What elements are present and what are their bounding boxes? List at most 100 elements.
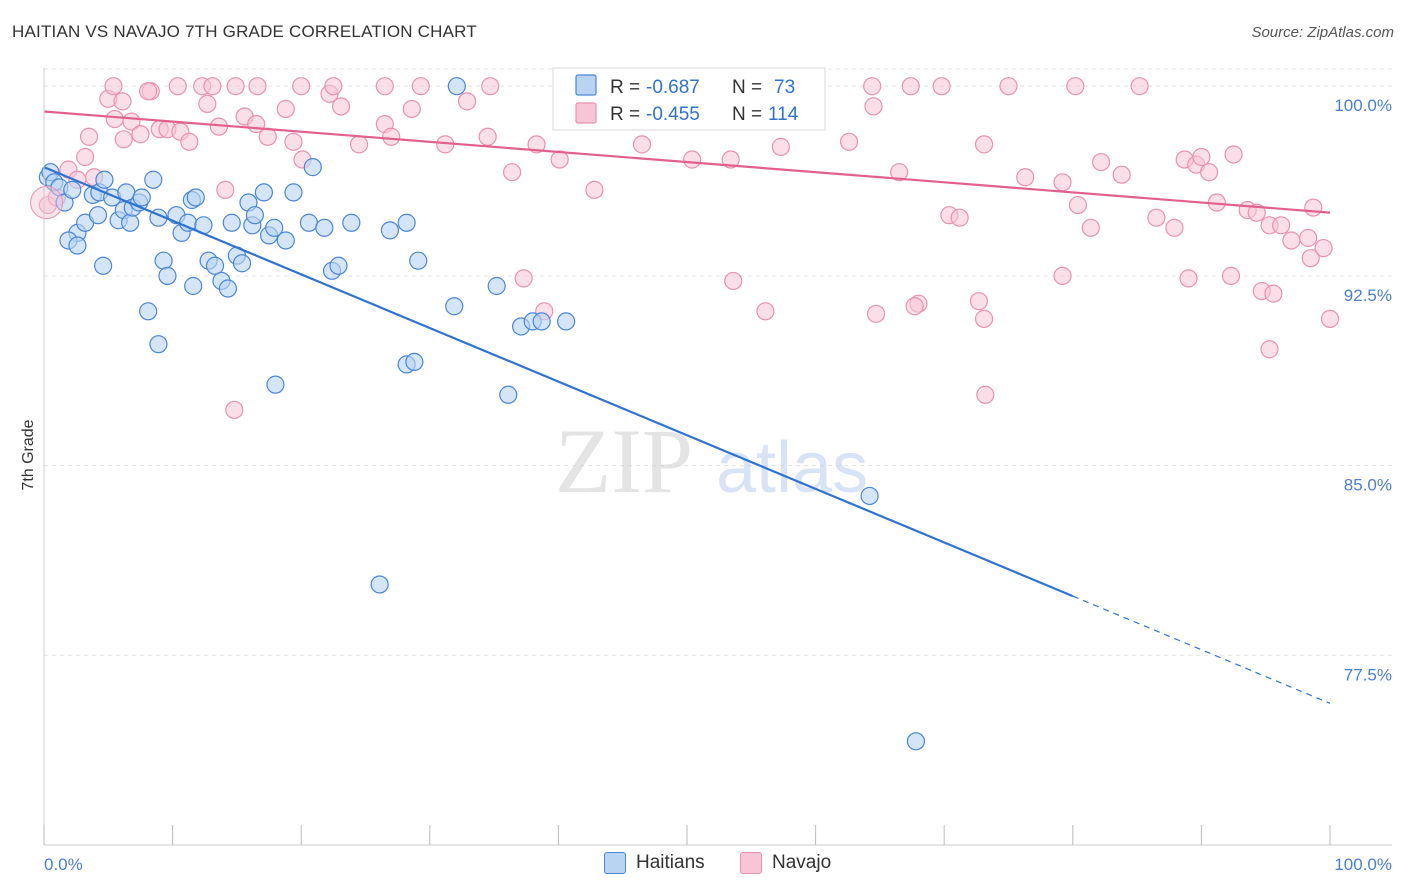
navajo-point <box>1299 228 1318 248</box>
navajo-point <box>79 127 99 146</box>
navajo-stats-swatch <box>575 102 597 124</box>
navajo-point <box>932 77 951 96</box>
navajo-point <box>284 132 303 151</box>
navajo-point <box>503 163 522 182</box>
haitians-point <box>95 170 114 189</box>
navajo-legend-label: Navajo <box>772 852 832 873</box>
haitians-point <box>121 213 140 232</box>
navajo-point <box>1053 266 1072 285</box>
x-tick-label: 100.0% <box>1334 855 1392 874</box>
navajo-point <box>481 77 500 96</box>
haitians-point <box>860 486 879 506</box>
navajo-point <box>402 99 421 119</box>
navajo-point <box>375 77 394 96</box>
navajo-point <box>216 180 235 199</box>
navajo-point <box>1081 218 1100 237</box>
navajo-point <box>1224 145 1243 164</box>
legend-item-navajo[interactable]: Navajo <box>740 852 831 874</box>
navajo-point <box>457 92 477 111</box>
navajo-point <box>1179 269 1198 288</box>
navajo-point <box>225 400 244 420</box>
navajo-point <box>1068 195 1088 215</box>
navajo-point <box>863 77 882 96</box>
watermark-atlas: atlas <box>716 428 868 508</box>
navajo-point <box>585 180 604 199</box>
navajo-point <box>30 186 64 220</box>
navajo-point <box>411 77 430 96</box>
navajo-point <box>198 94 217 113</box>
navajo-point <box>139 82 158 101</box>
haitians-stats-swatch <box>575 74 597 96</box>
navajo-point <box>976 385 995 404</box>
navajo-point <box>131 125 150 144</box>
haitians-point <box>158 266 177 285</box>
haitians-point <box>205 256 225 275</box>
navajo-point <box>905 297 924 316</box>
navajo-point <box>866 304 886 323</box>
y-axis-label: 7th Grade <box>20 419 37 490</box>
haitians-point <box>186 188 205 207</box>
haitians-point <box>276 231 295 250</box>
navajo-point <box>890 163 909 182</box>
haitians-r-value: -0.687 <box>646 77 700 98</box>
navajo-r-label: R = <box>610 104 640 125</box>
haitians-point <box>445 297 464 316</box>
navajo-point <box>180 132 199 151</box>
navajo-point <box>113 92 132 111</box>
haitians-point <box>218 279 237 298</box>
navajo-point <box>478 127 497 146</box>
navajo-point <box>226 77 245 96</box>
navajo-point <box>104 77 123 96</box>
haitians-point <box>397 213 416 232</box>
navajo-point <box>1260 340 1279 359</box>
haitians-point <box>254 183 274 202</box>
navajo-n-value: 114 <box>768 104 799 125</box>
haitians-point <box>144 170 163 189</box>
watermark-zip: ZIP <box>555 410 693 512</box>
haitians-point <box>245 206 265 225</box>
navajo-point <box>1304 198 1323 217</box>
haitians-point <box>370 575 389 594</box>
navajo-point <box>999 77 1018 96</box>
navajo-point <box>1053 173 1072 192</box>
navajo-point <box>1272 216 1291 235</box>
haitians-point <box>149 335 168 354</box>
haitians-point <box>265 218 284 237</box>
navajo-point <box>1314 238 1333 258</box>
navajo-point <box>349 135 369 154</box>
navajo-point <box>248 77 267 96</box>
legend-item-haitians[interactable]: Haitians <box>604 852 705 874</box>
haitians-point <box>94 256 113 275</box>
navajo-point <box>1091 152 1111 172</box>
haitians-n-value: 73 <box>774 77 795 98</box>
haitians-point <box>342 213 361 232</box>
haitians-legend-label: Haitians <box>636 852 705 873</box>
navajo-point <box>382 127 401 146</box>
navajo-point <box>1147 208 1166 227</box>
haitians-point <box>299 213 319 232</box>
navajo-point <box>969 292 989 311</box>
navajo-point <box>527 135 546 154</box>
haitians-legend-swatch <box>604 852 626 874</box>
navajo-legend-swatch <box>740 852 762 874</box>
haitians-r-label: R = <box>610 77 640 98</box>
haitians-point <box>906 732 926 751</box>
x-tick-label: 0.0% <box>44 855 83 874</box>
navajo-point <box>331 97 351 116</box>
navajo-point <box>1112 165 1131 184</box>
navajo-point <box>1264 284 1283 303</box>
navajo-point <box>1320 309 1340 328</box>
haitians-point <box>222 213 241 232</box>
haitians-point <box>132 188 151 207</box>
haitians-point <box>88 206 108 225</box>
haitians-point <box>184 276 203 296</box>
haitians-point <box>557 312 576 331</box>
haitians-point <box>154 251 173 270</box>
chart-title: HAITIAN VS NAVAJO 7TH GRADE CORRELATION … <box>12 22 477 41</box>
haitians-point <box>499 385 518 404</box>
haitians-point <box>532 312 551 331</box>
navajo-point <box>1165 218 1184 237</box>
navajo-point <box>1200 163 1219 182</box>
navajo-point <box>683 150 702 169</box>
